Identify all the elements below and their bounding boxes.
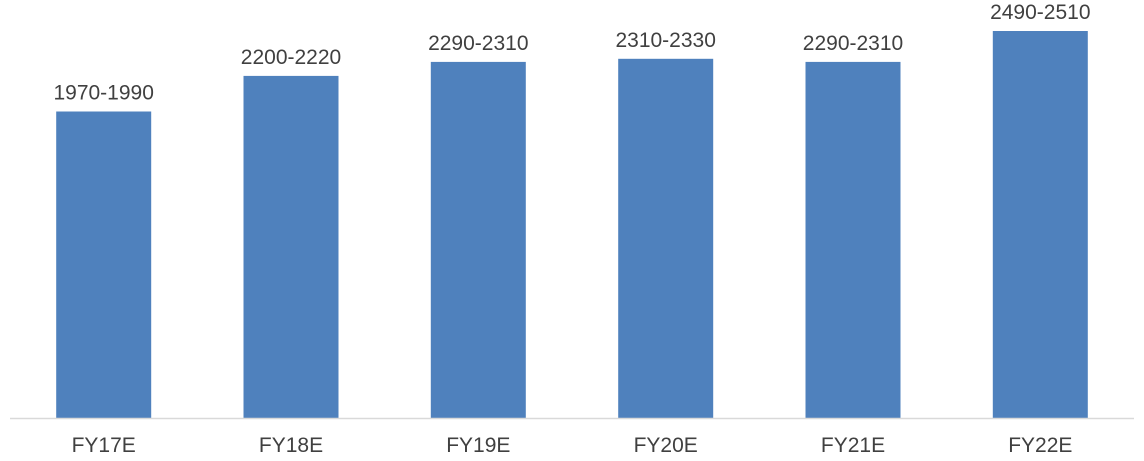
data-label-fy20e: 2310-2330 (615, 29, 715, 52)
data-label-fy17e: 1970-1990 (53, 82, 153, 105)
bar-fy19e (430, 61, 526, 419)
x-tick-labels-group: FY17E FY18E FY19E FY20E FY21E FY22E (72, 434, 1073, 457)
bar-fy20e (618, 58, 714, 419)
x-tick-label-fy22e: FY22E (1008, 434, 1072, 457)
bar-fy21e (805, 61, 901, 419)
bar-fy17e (56, 111, 152, 418)
data-label-fy21e: 2290-2310 (803, 32, 903, 55)
x-tick-label-fy17e: FY17E (72, 434, 136, 457)
x-tick-label-fy19e: FY19E (446, 434, 510, 457)
data-labels-group: 1970-1990 2200-2220 2290-2310 2310-2330 2290… (53, 1, 1090, 105)
bars-group (56, 31, 1088, 419)
data-label-fy18e: 2200-2220 (241, 46, 341, 69)
bar-fy18e (243, 75, 339, 419)
x-tick-label-fy18e: FY18E (259, 434, 323, 457)
x-tick-label-fy21e: FY21E (821, 434, 885, 457)
bar-fy22e (992, 31, 1088, 418)
data-label-fy19e: 2290-2310 (428, 32, 528, 55)
data-label-fy22e: 2490-2510 (990, 1, 1090, 24)
x-tick-label-fy20e: FY20E (634, 434, 698, 457)
